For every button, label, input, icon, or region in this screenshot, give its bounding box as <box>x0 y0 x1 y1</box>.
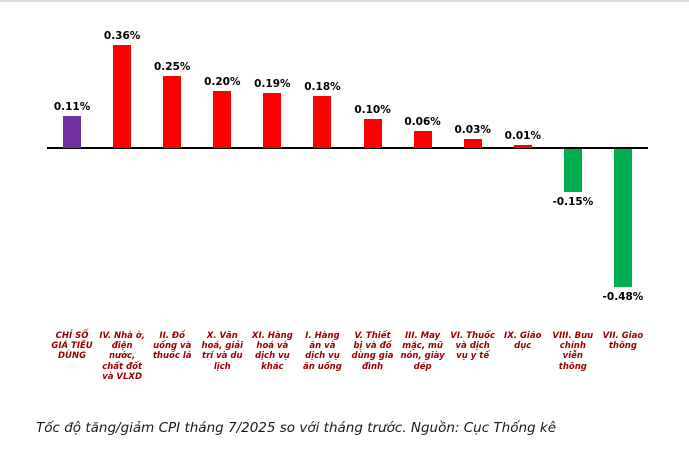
bar-column: 0.11% <box>47 15 97 327</box>
bar-value-label: 0.11% <box>53 101 91 113</box>
category-label: VIII. Bưu chính viễn thông <box>552 331 594 372</box>
bar-column: -0.48% <box>598 15 648 327</box>
bar-column: 0.25% <box>147 15 197 327</box>
bar-column: -0.15% <box>548 15 598 327</box>
category-labels: CHỈ SỐ GIÁ TIÊU DÙNG IV. Nhà ở, điện nước… <box>47 331 648 382</box>
category-label: X. Văn hoá, giải trí và du lịch <box>201 331 243 372</box>
bar-value-label: 0.03% <box>454 124 491 136</box>
bar <box>613 149 632 287</box>
bar <box>263 93 282 148</box>
bar-column: 0.06% <box>398 15 448 327</box>
category-label: IX. Giáo dục <box>504 331 542 352</box>
bar <box>213 91 232 148</box>
chart-caption: Tốc độ tăng/giảm CPI tháng 7/2025 so với… <box>36 420 557 436</box>
category-label: III. May mặc, mũ nón, giày dép <box>400 331 445 372</box>
bar-value-label: -0.15% <box>552 196 594 208</box>
bar-value-label: 0.06% <box>404 116 441 128</box>
bar <box>563 149 582 192</box>
bar-value-label: 0.10% <box>354 104 391 116</box>
zero-axis-line <box>47 147 648 149</box>
bar <box>113 45 132 148</box>
bar-value-label: 0.18% <box>304 81 341 93</box>
bar-column: 0.19% <box>247 15 297 327</box>
bar-column: 0.10% <box>348 15 398 327</box>
category-label: II. Đồ uống và thuốc lá <box>152 331 192 362</box>
category-label: IV. Nhà ở, điện nước, chất đốt và VLXD <box>99 331 145 382</box>
bar-column: 0.03% <box>448 15 498 327</box>
top-divider <box>0 0 689 2</box>
bar-value-label: 0.36% <box>103 30 141 42</box>
bar-value-label: 0.25% <box>153 61 191 73</box>
category-label: XI. Hàng hoá và dịch vụ khác <box>251 331 293 372</box>
bar <box>63 116 82 148</box>
bar-value-label: -0.48% <box>602 291 644 303</box>
plot-area: 0.11% 0.36% 0.25% 0.20% 0.19% 0.18% 0.10% 0.06%… <box>47 15 648 327</box>
bar <box>313 96 332 148</box>
bar <box>163 76 182 148</box>
bar-column: 0.18% <box>297 15 347 327</box>
category-label: VII. Giao thông <box>602 331 644 352</box>
bar-column: 0.20% <box>197 15 247 327</box>
category-label: VI. Thuốc và dịch vụ y tế <box>450 331 496 362</box>
bar <box>363 119 382 148</box>
bar-column: 0.36% <box>97 15 147 327</box>
category-label: I. Hàng ăn và dịch vụ ăn uống <box>303 331 342 372</box>
category-label: CHỈ SỐ GIÁ TIÊU DÙNG <box>51 331 93 362</box>
bar-value-label: 0.01% <box>504 130 541 142</box>
bar-value-label: 0.19% <box>254 78 291 90</box>
bar <box>413 131 432 148</box>
bar <box>463 139 482 148</box>
category-label: V. Thiết bị và đồ dùng gia đình <box>351 331 394 372</box>
bar-value-label: 0.20% <box>204 76 241 88</box>
bar <box>513 145 532 148</box>
bar-column: 0.01% <box>498 15 548 327</box>
